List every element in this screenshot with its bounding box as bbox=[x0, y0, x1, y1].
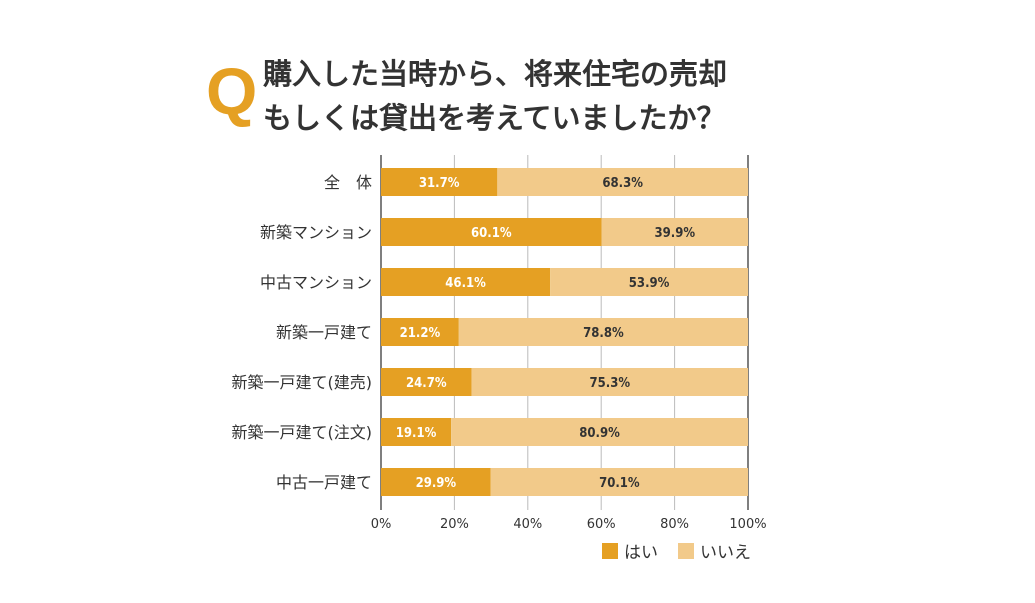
data-label: 24.7% bbox=[406, 376, 447, 391]
data-label: 80.9% bbox=[579, 426, 620, 441]
category-label: 新築マンション bbox=[260, 223, 372, 242]
legend: はい いいえ bbox=[602, 538, 751, 563]
bar-segment bbox=[550, 268, 748, 296]
data-label: 78.8% bbox=[583, 326, 624, 341]
bar-segment bbox=[497, 168, 748, 196]
data-label: 68.3% bbox=[602, 176, 643, 191]
bar-segment bbox=[601, 218, 748, 246]
data-label: 29.9% bbox=[416, 476, 457, 491]
category-label: 新築一戸建て(注文) bbox=[232, 423, 373, 442]
data-label: 19.1% bbox=[396, 426, 437, 441]
legend-swatch-yes bbox=[602, 542, 618, 559]
bar-segment bbox=[381, 268, 551, 296]
title-line-1: 購入した当時から、将来住宅の売却 bbox=[263, 57, 728, 91]
data-label: 60.1% bbox=[471, 226, 512, 241]
data-label: 75.3% bbox=[590, 376, 631, 391]
x-tick-label: 0% bbox=[371, 517, 392, 532]
bar-segment bbox=[381, 468, 491, 496]
category-label: 中古マンション bbox=[260, 273, 372, 292]
category-label: 新築一戸建て(建売) bbox=[232, 373, 373, 392]
bar-segment bbox=[381, 218, 602, 246]
category-label: 中古一戸建て bbox=[276, 473, 372, 492]
bar-segment bbox=[381, 418, 452, 446]
bar-segment bbox=[381, 168, 498, 196]
data-label: 53.9% bbox=[629, 276, 670, 291]
bar-segment bbox=[451, 418, 748, 446]
x-tick-label: 80% bbox=[660, 517, 689, 532]
bar-segment bbox=[458, 318, 748, 346]
data-label: 21.2% bbox=[400, 326, 441, 341]
q-mark: Q bbox=[206, 54, 258, 128]
data-label: 31.7% bbox=[419, 176, 460, 191]
chart-title: 購入した当時から、将来住宅の売却 もしくは貸出を考えていましたか？ bbox=[263, 52, 727, 140]
bar-segment bbox=[381, 368, 472, 396]
bar-segment bbox=[490, 468, 748, 496]
x-tick-label: 60% bbox=[587, 517, 616, 532]
x-tick-label: 40% bbox=[513, 517, 542, 532]
category-label: 新築一戸建て bbox=[276, 323, 372, 342]
bar-segment bbox=[381, 318, 459, 346]
x-tick-label: 100% bbox=[729, 517, 766, 532]
legend-label-no: いいえ bbox=[700, 543, 751, 563]
legend-swatch-no bbox=[678, 542, 694, 559]
data-label: 46.1% bbox=[445, 276, 486, 291]
legend-label-yes: はい bbox=[624, 543, 658, 563]
bar-segment bbox=[471, 368, 748, 396]
data-label: 70.1% bbox=[599, 476, 640, 491]
category-label: 全 体 bbox=[324, 173, 372, 192]
data-label: 39.9% bbox=[654, 226, 695, 241]
title-line-2: もしくは貸出を考えていましたか？ bbox=[263, 101, 726, 135]
x-tick-label: 20% bbox=[440, 517, 469, 532]
